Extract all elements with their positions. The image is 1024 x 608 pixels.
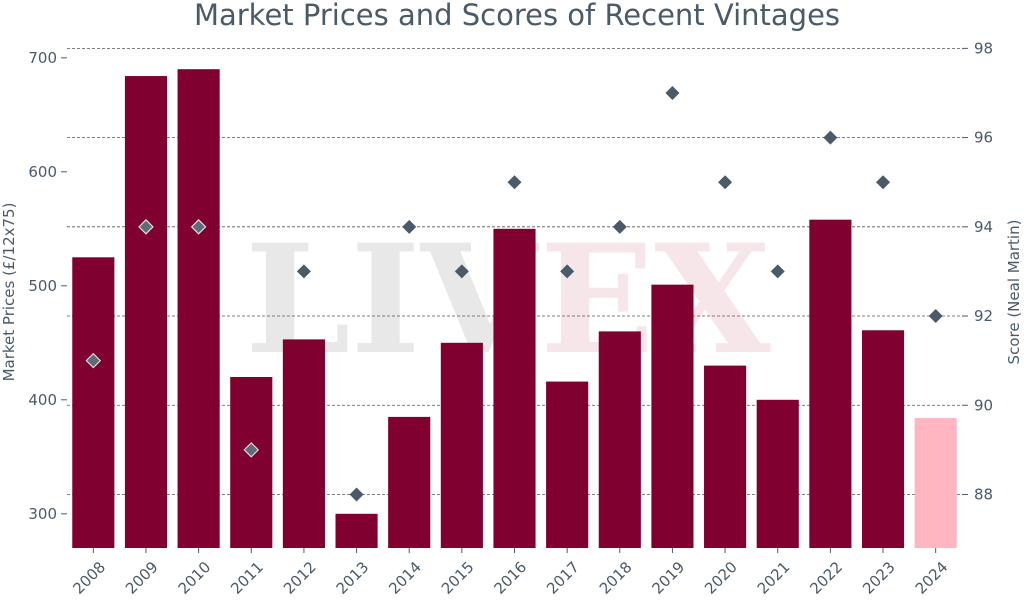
score-marker xyxy=(138,219,154,235)
x-tick-label: 2022 xyxy=(806,558,846,598)
score-marker xyxy=(718,175,733,190)
y2-tick-label: 90 xyxy=(974,396,993,414)
bar xyxy=(704,365,747,548)
bar xyxy=(861,330,905,548)
bar xyxy=(914,418,957,548)
y-tick-label: 400 xyxy=(28,391,57,409)
x-tick-label: 2024 xyxy=(912,558,952,598)
chart-title: Market Prices and Scores of Recent Vinta… xyxy=(194,0,840,32)
bar-series xyxy=(72,69,957,549)
y-axis-right: 88 90 92 94 96 98 xyxy=(962,39,993,503)
score-marker xyxy=(928,309,943,324)
x-tick-label: 2010 xyxy=(175,558,215,598)
score-marker xyxy=(612,219,627,234)
score-marker xyxy=(560,264,575,279)
score-marker xyxy=(770,264,785,279)
bar xyxy=(177,69,220,548)
x-tick-label: 2011 xyxy=(227,558,267,598)
score-marker xyxy=(665,85,680,100)
x-tick-label: 2023 xyxy=(859,558,899,598)
x-axis: 2008 2009 2010 2011 2012 2013 2014 2015 2016 2017… xyxy=(69,548,951,598)
x-tick-label: 2008 xyxy=(69,558,109,598)
y2-tick-label: 98 xyxy=(974,39,993,57)
y-tick-label: 500 xyxy=(28,277,57,295)
y2-tick-label: 96 xyxy=(974,129,993,147)
bar xyxy=(282,339,325,548)
x-tick-label: 2019 xyxy=(648,558,688,598)
score-marker xyxy=(296,264,311,279)
x-tick-label: 2018 xyxy=(596,558,636,598)
bar xyxy=(335,513,378,548)
score-marker xyxy=(454,264,469,279)
score-marker xyxy=(85,352,102,369)
score-marker xyxy=(507,175,522,190)
score-marker xyxy=(876,175,891,190)
bar xyxy=(124,76,168,548)
bar xyxy=(651,284,694,548)
x-tick-label: 2017 xyxy=(543,558,583,598)
x-tick-label: 2015 xyxy=(438,558,478,598)
score-marker xyxy=(349,487,364,502)
x-tick-label: 2016 xyxy=(491,558,531,598)
bar xyxy=(230,377,273,548)
score-marker xyxy=(402,219,417,234)
y2-axis-label: Score (Neal Martin) xyxy=(1005,220,1023,365)
bar xyxy=(546,381,589,548)
bar xyxy=(809,219,852,548)
x-tick-label: 2009 xyxy=(122,558,162,598)
y2-tick-label: 92 xyxy=(974,307,993,325)
x-tick-label: 2013 xyxy=(333,558,373,598)
score-marker xyxy=(823,130,838,145)
y-tick-label: 300 xyxy=(28,505,57,523)
score-marker xyxy=(190,219,207,235)
bar xyxy=(440,342,483,548)
y-tick-label: 600 xyxy=(28,163,57,181)
y2-tick-label: 88 xyxy=(974,485,993,503)
bar xyxy=(72,257,115,548)
y2-tick-label: 94 xyxy=(974,218,993,236)
x-tick-label: 2012 xyxy=(280,558,320,598)
x-tick-label: 2021 xyxy=(754,558,794,598)
score-marker xyxy=(243,442,260,458)
bar xyxy=(756,399,799,548)
bar xyxy=(598,331,641,548)
y-tick-label: 700 xyxy=(28,49,57,67)
x-tick-label: 2014 xyxy=(385,558,425,598)
score-series xyxy=(85,85,943,502)
bar xyxy=(388,416,431,548)
y-axis-left: 300 400 500 600 700 xyxy=(28,49,67,523)
x-tick-label: 2020 xyxy=(701,558,741,598)
bar xyxy=(493,228,536,549)
y-axis-label: Market Prices (£/12x75) xyxy=(0,203,18,382)
